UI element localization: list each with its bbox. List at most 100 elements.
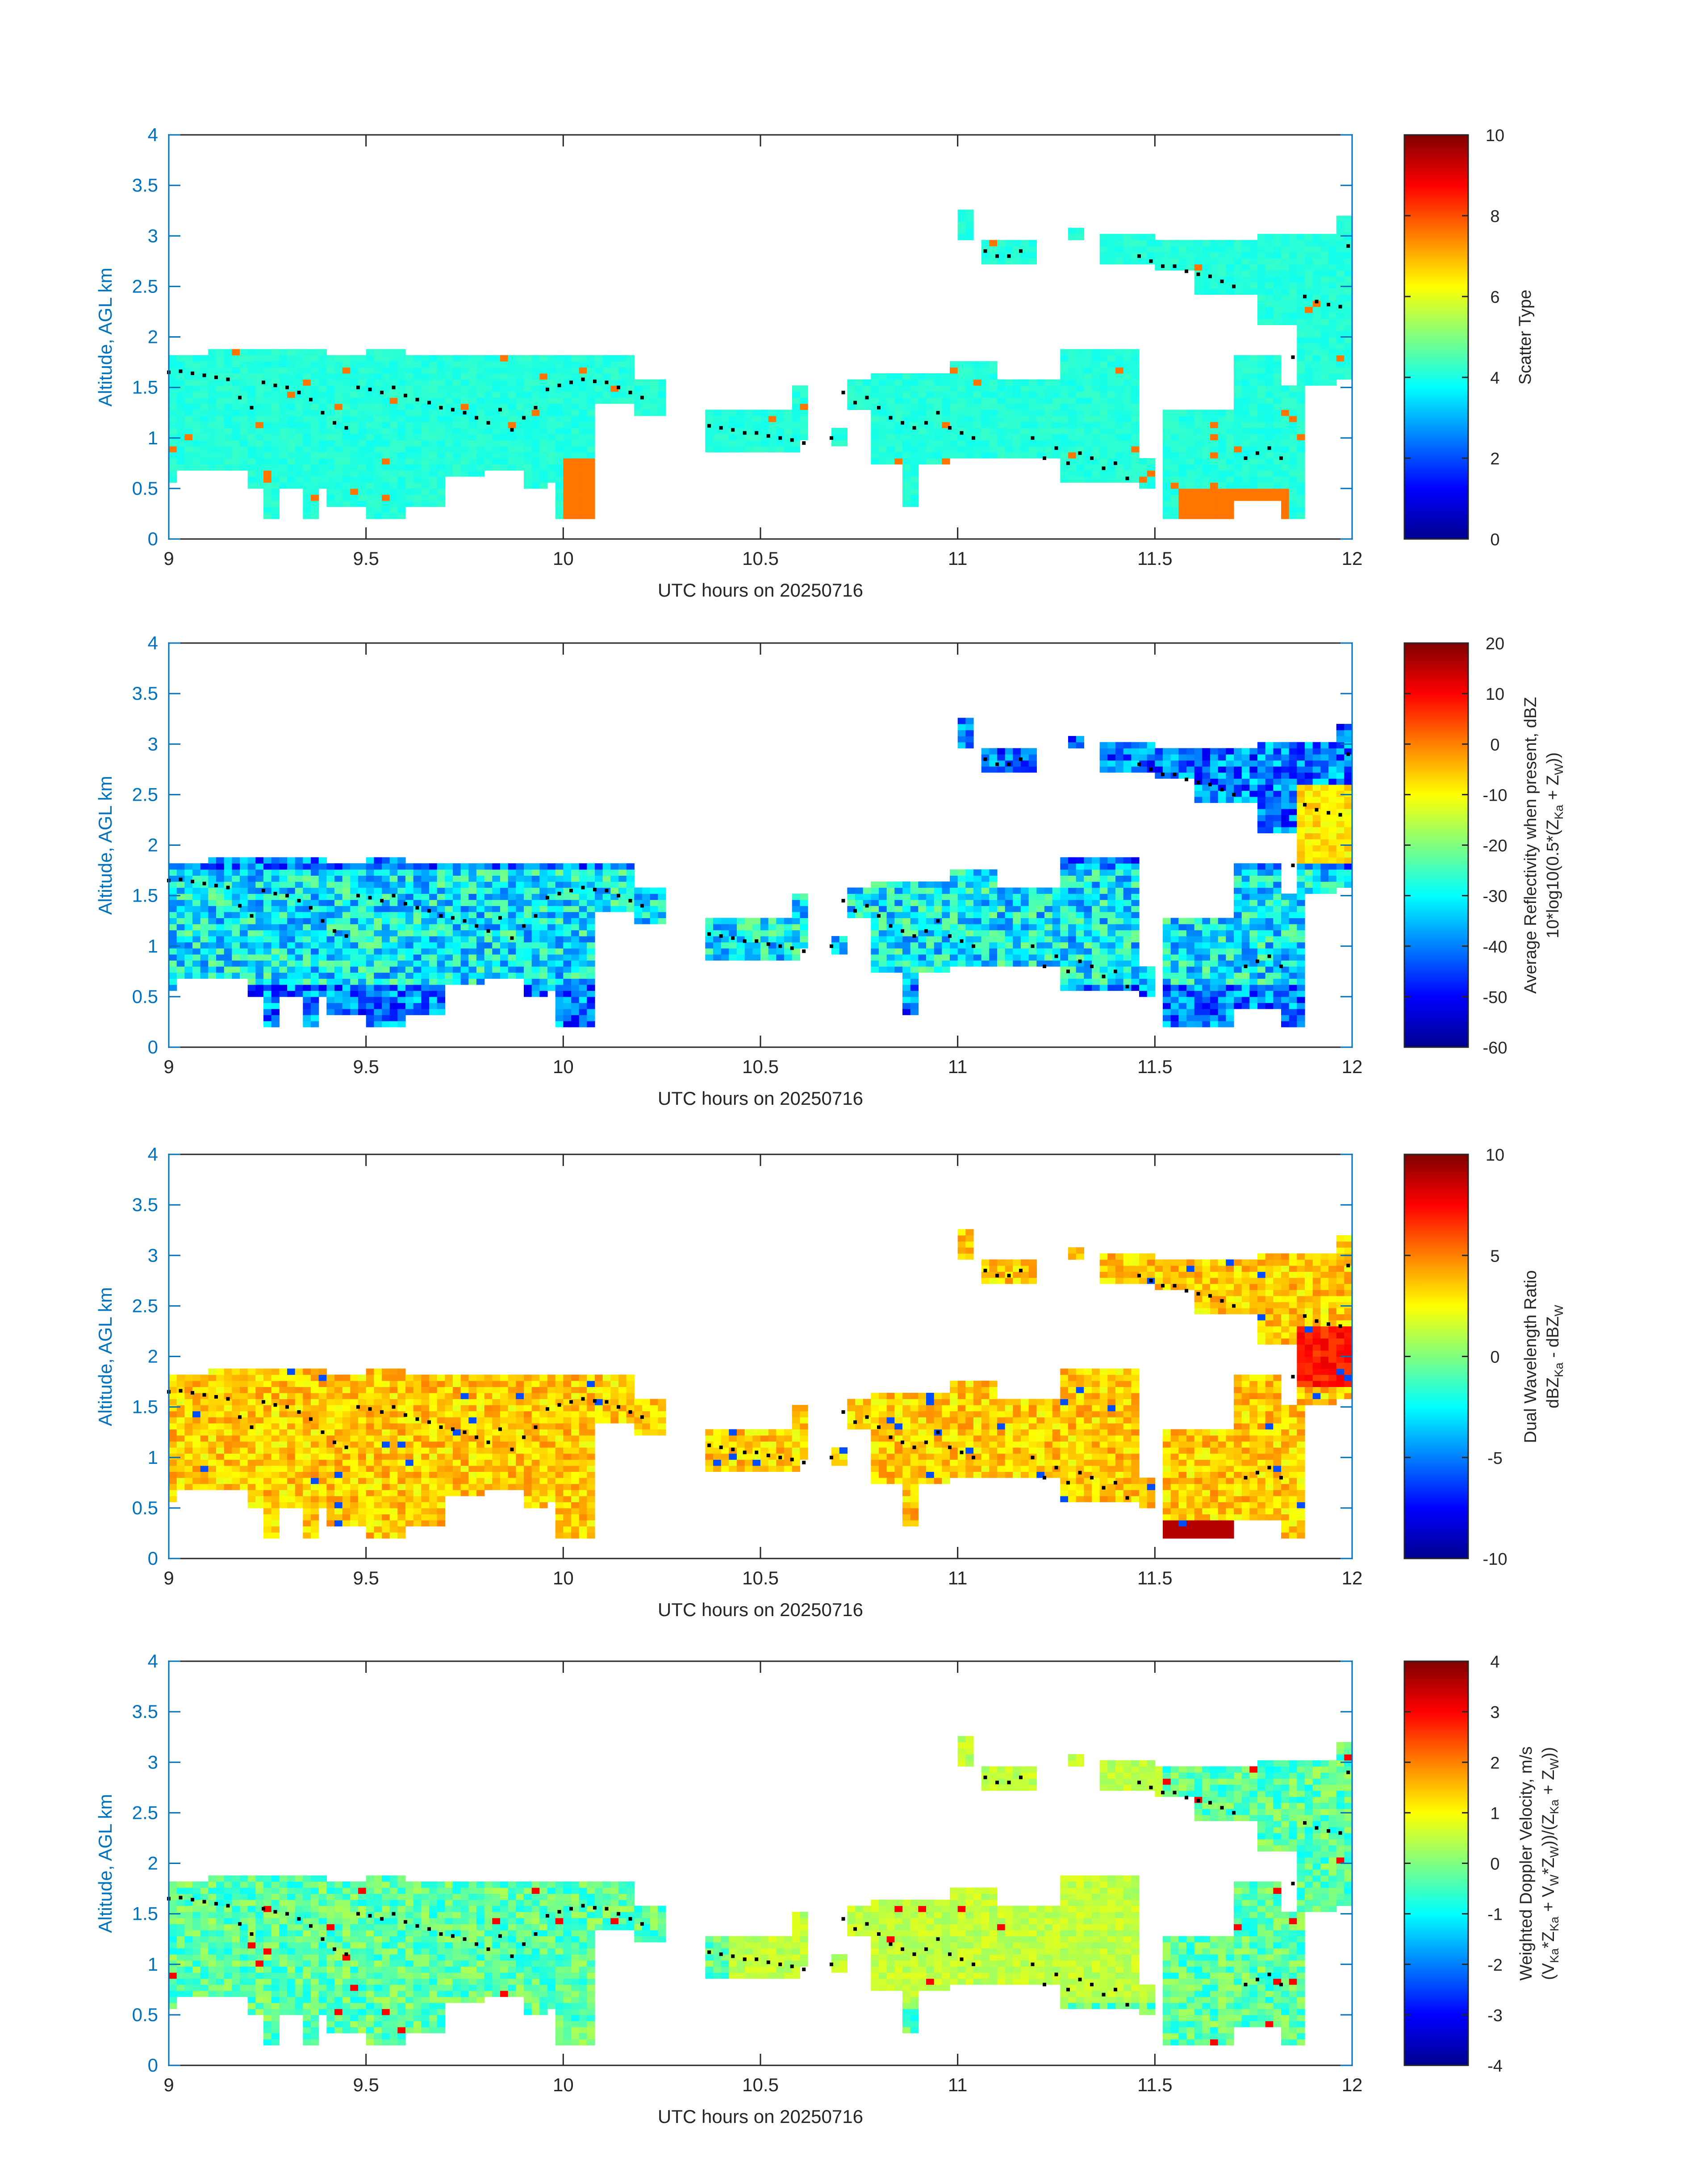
heatmap-cell <box>926 948 935 955</box>
heatmap-cell <box>1107 361 1116 368</box>
heatmap-cell <box>752 428 761 435</box>
heatmap-cell <box>579 918 587 924</box>
cloud-top-marker <box>356 385 360 389</box>
heatmap-cell <box>350 911 359 918</box>
heatmap-cell <box>744 446 753 452</box>
heatmap-cell <box>1005 422 1013 428</box>
heatmap-cell <box>484 373 493 380</box>
heatmap-cell <box>1123 258 1132 265</box>
heatmap-cell <box>547 416 556 422</box>
heatmap-cell <box>484 434 493 440</box>
heatmap-cell <box>1344 367 1353 374</box>
heatmap-cell <box>405 899 414 906</box>
heatmap-cell <box>295 355 303 362</box>
heatmap-cell <box>303 954 311 961</box>
heatmap-cell <box>476 446 485 452</box>
heatmap-cell <box>271 960 280 967</box>
heatmap-cell <box>973 367 982 374</box>
heatmap-cell <box>437 887 445 894</box>
heatmap-cell <box>445 863 453 870</box>
heatmap-cell <box>1297 367 1305 374</box>
heatmap-cell <box>311 416 319 422</box>
heatmap-cell <box>200 367 209 374</box>
heatmap-cell <box>713 409 722 416</box>
heatmap-cell <box>1021 760 1029 767</box>
heatmap-cell <box>1107 936 1116 943</box>
heatmap-cell <box>484 924 493 931</box>
heatmap-cell <box>279 972 288 979</box>
heatmap-cell <box>247 972 256 979</box>
heatmap-cell <box>910 930 919 936</box>
heatmap-cell <box>547 936 556 943</box>
heatmap-cell <box>263 978 272 985</box>
heatmap-cell <box>1170 458 1179 465</box>
heatmap-cell <box>303 1015 311 1021</box>
heatmap-cell <box>1297 482 1305 489</box>
heatmap-cell <box>729 924 737 931</box>
heatmap-cell <box>571 918 580 924</box>
heatmap-cell <box>981 960 990 967</box>
heatmap-cell <box>1013 452 1021 459</box>
heatmap-cell <box>389 367 398 374</box>
heatmap-cell <box>1092 906 1100 912</box>
heatmap-cell <box>973 361 982 368</box>
heatmap-cell <box>1336 373 1345 380</box>
heatmap-cell <box>389 918 398 924</box>
heatmap-cell <box>1044 894 1053 900</box>
heatmap-cell <box>366 869 374 876</box>
heatmap-cell <box>1044 452 1053 459</box>
heatmap-cell <box>1021 258 1029 265</box>
heatmap-cell <box>437 416 445 422</box>
heatmap-cell <box>366 990 374 997</box>
cloud-top-marker <box>802 441 806 445</box>
heatmap-cell <box>1186 452 1195 459</box>
heatmap-cell <box>326 458 335 465</box>
heatmap-cell <box>358 361 367 368</box>
heatmap-cell <box>334 373 343 380</box>
heatmap-cell <box>997 894 1006 900</box>
heatmap-cell <box>311 978 319 985</box>
cloud-top-marker <box>790 438 794 442</box>
heatmap-cell <box>1344 355 1353 362</box>
heatmap-cell <box>1107 367 1116 374</box>
heatmap-cell <box>318 960 327 967</box>
heatmap-cell <box>389 857 398 864</box>
heatmap-cell <box>484 367 493 374</box>
heatmap-cell <box>997 748 1006 755</box>
heatmap-cell <box>405 911 414 918</box>
heatmap-cell <box>910 501 919 507</box>
heatmap-cell <box>934 440 942 447</box>
heatmap-cell <box>460 894 469 900</box>
heatmap-cell <box>776 416 785 422</box>
heatmap-cell <box>295 416 303 422</box>
heatmap-cell <box>926 379 935 386</box>
heatmap-cell <box>287 361 296 368</box>
heatmap-cell <box>271 942 280 949</box>
heatmap-cell <box>429 936 438 943</box>
heatmap-cell <box>1036 422 1045 428</box>
heatmap-cell <box>184 361 193 368</box>
heatmap-cell <box>334 881 343 888</box>
heatmap-cell <box>1099 857 1108 864</box>
heatmap-cell <box>1076 736 1084 743</box>
heatmap-cell <box>973 434 982 440</box>
heatmap-cell <box>1036 899 1045 906</box>
heatmap-cell <box>1021 391 1029 398</box>
heatmap-cell <box>847 911 856 918</box>
heatmap-cell <box>508 367 516 374</box>
heatmap-cell <box>1178 446 1187 452</box>
heatmap-cell <box>429 355 438 362</box>
cloud-top-marker <box>368 388 372 392</box>
heatmap-cell <box>579 990 587 997</box>
heatmap-cell <box>579 355 587 362</box>
heatmap-cell <box>800 397 808 404</box>
heatmap-cell <box>1060 403 1069 410</box>
x-axis: 9 9.5 10 10.5 11 11.5 12 <box>163 135 1362 569</box>
heatmap-cell <box>326 942 335 949</box>
heatmap-cell <box>886 911 895 918</box>
heatmap-cell <box>382 978 390 985</box>
heatmap-cell <box>1115 446 1124 452</box>
heatmap-cell <box>942 397 950 404</box>
heatmap-cell <box>800 906 808 912</box>
